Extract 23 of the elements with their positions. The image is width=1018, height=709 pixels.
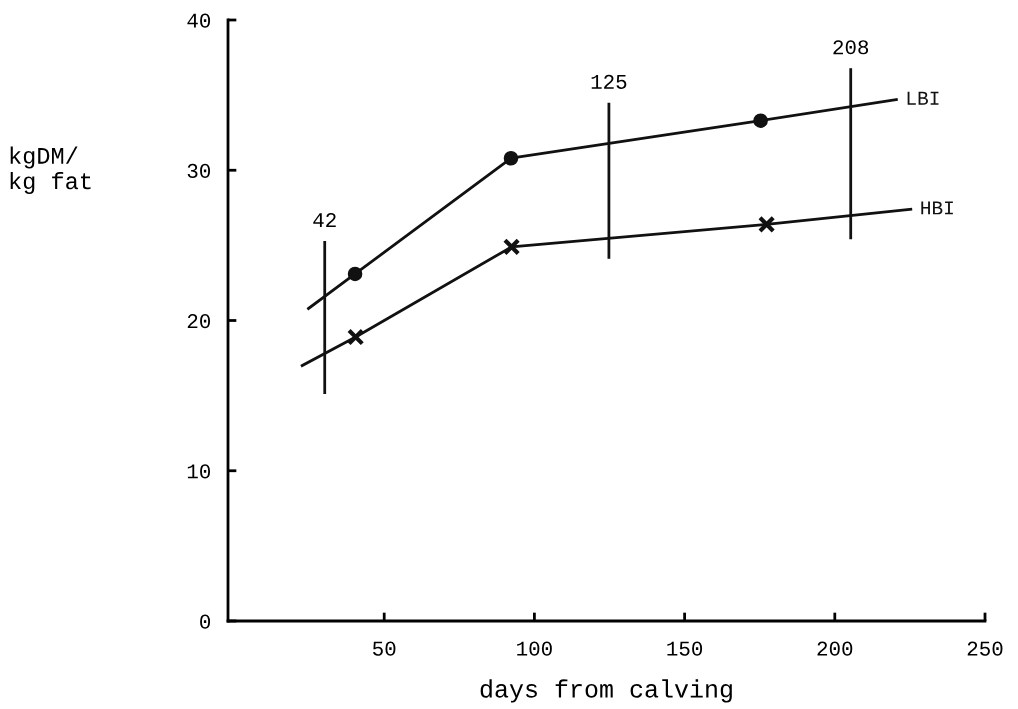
y-tick-label: 20 [187,314,211,329]
series-label: LBI [907,91,939,105]
y-tick-label: 10 [187,464,211,479]
y-tick-label: 0 [200,614,211,629]
point [757,215,776,234]
x-tick-label: 100 [517,641,552,656]
annotation: 125 [591,74,627,89]
point [347,266,363,282]
y-tick-label: 30 [187,163,211,178]
series-label: HBI [921,201,953,215]
x-tick-label: 150 [667,641,703,656]
point [502,238,521,256]
y-tick-label: 40 [187,13,211,28]
x-tick-label: 250 [967,641,1003,656]
point [503,150,519,166]
point [753,113,768,128]
x-tick-label: 200 [817,641,853,656]
x-axis-title: days from calving [480,679,732,703]
annotation: 208 [833,40,869,55]
annotation: 42 [313,213,336,227]
point [346,328,365,346]
y-axis-title: kgDM/ kg fat [10,146,91,194]
x-tick-label: 50 [373,641,396,656]
